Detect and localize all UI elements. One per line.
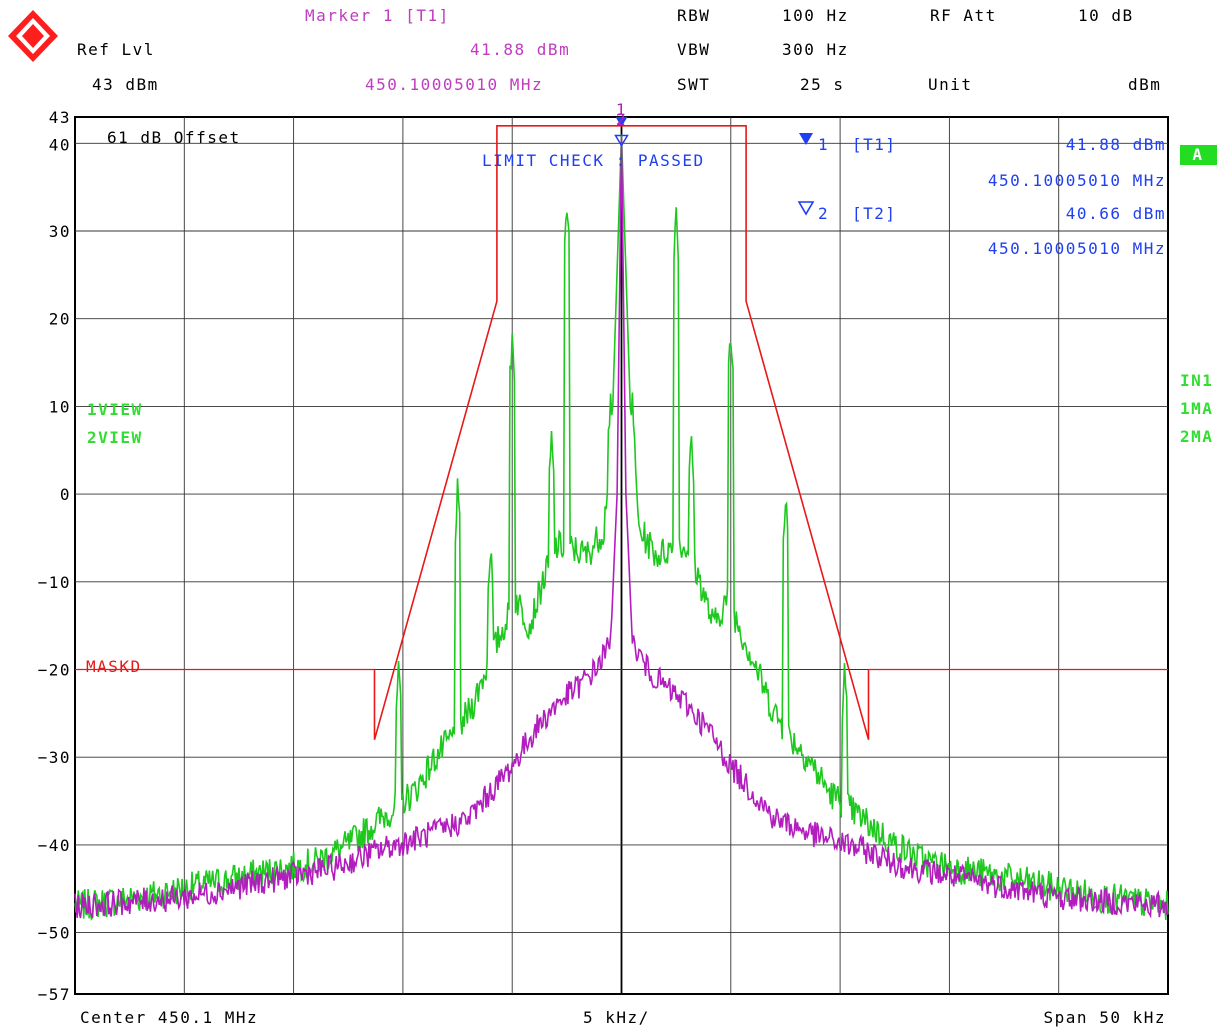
trace-a-badge — [1180, 145, 1217, 165]
view-2-label: 2VIEW — [87, 428, 143, 447]
rbw-value: 100 Hz — [782, 6, 849, 25]
swt-label: SWT — [677, 75, 710, 94]
unit-value: dBm — [1128, 75, 1161, 94]
view-1-label: 1VIEW — [87, 400, 143, 419]
y-tick-label: 0 — [60, 485, 71, 504]
span-value: Span 50 kHz — [1044, 1008, 1166, 1027]
vbw-label: VBW — [677, 40, 710, 59]
marker-1-number: 1 — [616, 100, 627, 119]
marker-2-id: 2 — [818, 204, 829, 223]
y-tick-label: 20 — [49, 310, 71, 329]
marker-2-readout: 2 [T2] 40.66 dBm 450.10005010 MHz — [797, 201, 1166, 258]
marker-symbols: 1 2 — [614, 100, 629, 147]
rbw-label: RBW — [677, 6, 710, 25]
y-tick-label: −40 — [38, 836, 71, 855]
marker-1-tag: [T1] — [852, 135, 897, 154]
mask-name-label: MASKD — [86, 657, 142, 676]
y-tick-label: −10 — [38, 573, 71, 592]
marker-1-readout: 1 [T1] 41.88 dBm 450.10005010 MHz — [799, 133, 1166, 190]
y-tick-label: −50 — [38, 924, 71, 943]
trace-2-line — [74, 137, 1169, 919]
marker-level: 41.88 dBm — [470, 40, 570, 59]
y-tick-label: 10 — [49, 397, 71, 416]
vbw-value: 300 Hz — [782, 40, 849, 59]
marker-1-symbol-icon — [615, 116, 628, 127]
y-tick-label: −20 — [38, 661, 71, 680]
marker-2-frequency: 450.10005010 MHz — [988, 239, 1166, 258]
y-tick-label: 30 — [49, 222, 71, 241]
marker-2-level: 40.66 dBm — [1066, 204, 1166, 223]
swt-value: 25 s — [800, 75, 845, 94]
rf-att-label: RF Att — [930, 6, 997, 25]
marker-2-hollow-triangle-icon — [797, 201, 815, 216]
marker-1-id: 1 — [818, 135, 829, 154]
marker-1-level: 41.88 dBm — [1066, 135, 1166, 154]
trace-a-badge-label: A — [1192, 145, 1203, 164]
ref-lvl-label: Ref Lvl — [77, 40, 155, 59]
rf-att-value: 10 dB — [1078, 6, 1134, 25]
right-label-in1: IN1 — [1180, 371, 1213, 390]
y-tick-label: 40 — [49, 135, 71, 154]
offset-text: 61 dB Offset — [107, 128, 241, 147]
marker-2-number: 2 — [616, 110, 627, 129]
right-label-1ma: 1MA — [1180, 399, 1213, 418]
marker-2-tag: [T2] — [852, 204, 897, 223]
y-tick-label: −57 — [38, 985, 71, 1004]
y-tick-label: −30 — [38, 748, 71, 767]
frequency-per-division: 5 kHz/ — [583, 1008, 650, 1027]
marker-2-symbol-icon — [614, 134, 629, 147]
marker-frequency: 450.10005010 MHz — [365, 75, 543, 94]
y-tick-label: 43 — [49, 108, 71, 127]
center-frequency: Center 450.1 MHz — [80, 1008, 258, 1027]
marker-1-frequency: 450.10005010 MHz — [988, 171, 1166, 190]
limit-check-status: LIMIT CHECK : PASSED — [482, 151, 705, 170]
unit-label: Unit — [928, 75, 973, 94]
marker-title: Marker 1 [T1] — [305, 6, 450, 25]
y-tick-labels: 43 40 30 20 10 0 −10 −20 −30 −40 −50 −57 — [38, 108, 71, 1004]
right-label-2ma: 2MA — [1180, 427, 1213, 446]
rs-logo-icon — [8, 10, 58, 62]
marker-1-filled-triangle-icon — [799, 133, 813, 145]
ref-lvl-value: 43 dBm — [92, 75, 159, 94]
